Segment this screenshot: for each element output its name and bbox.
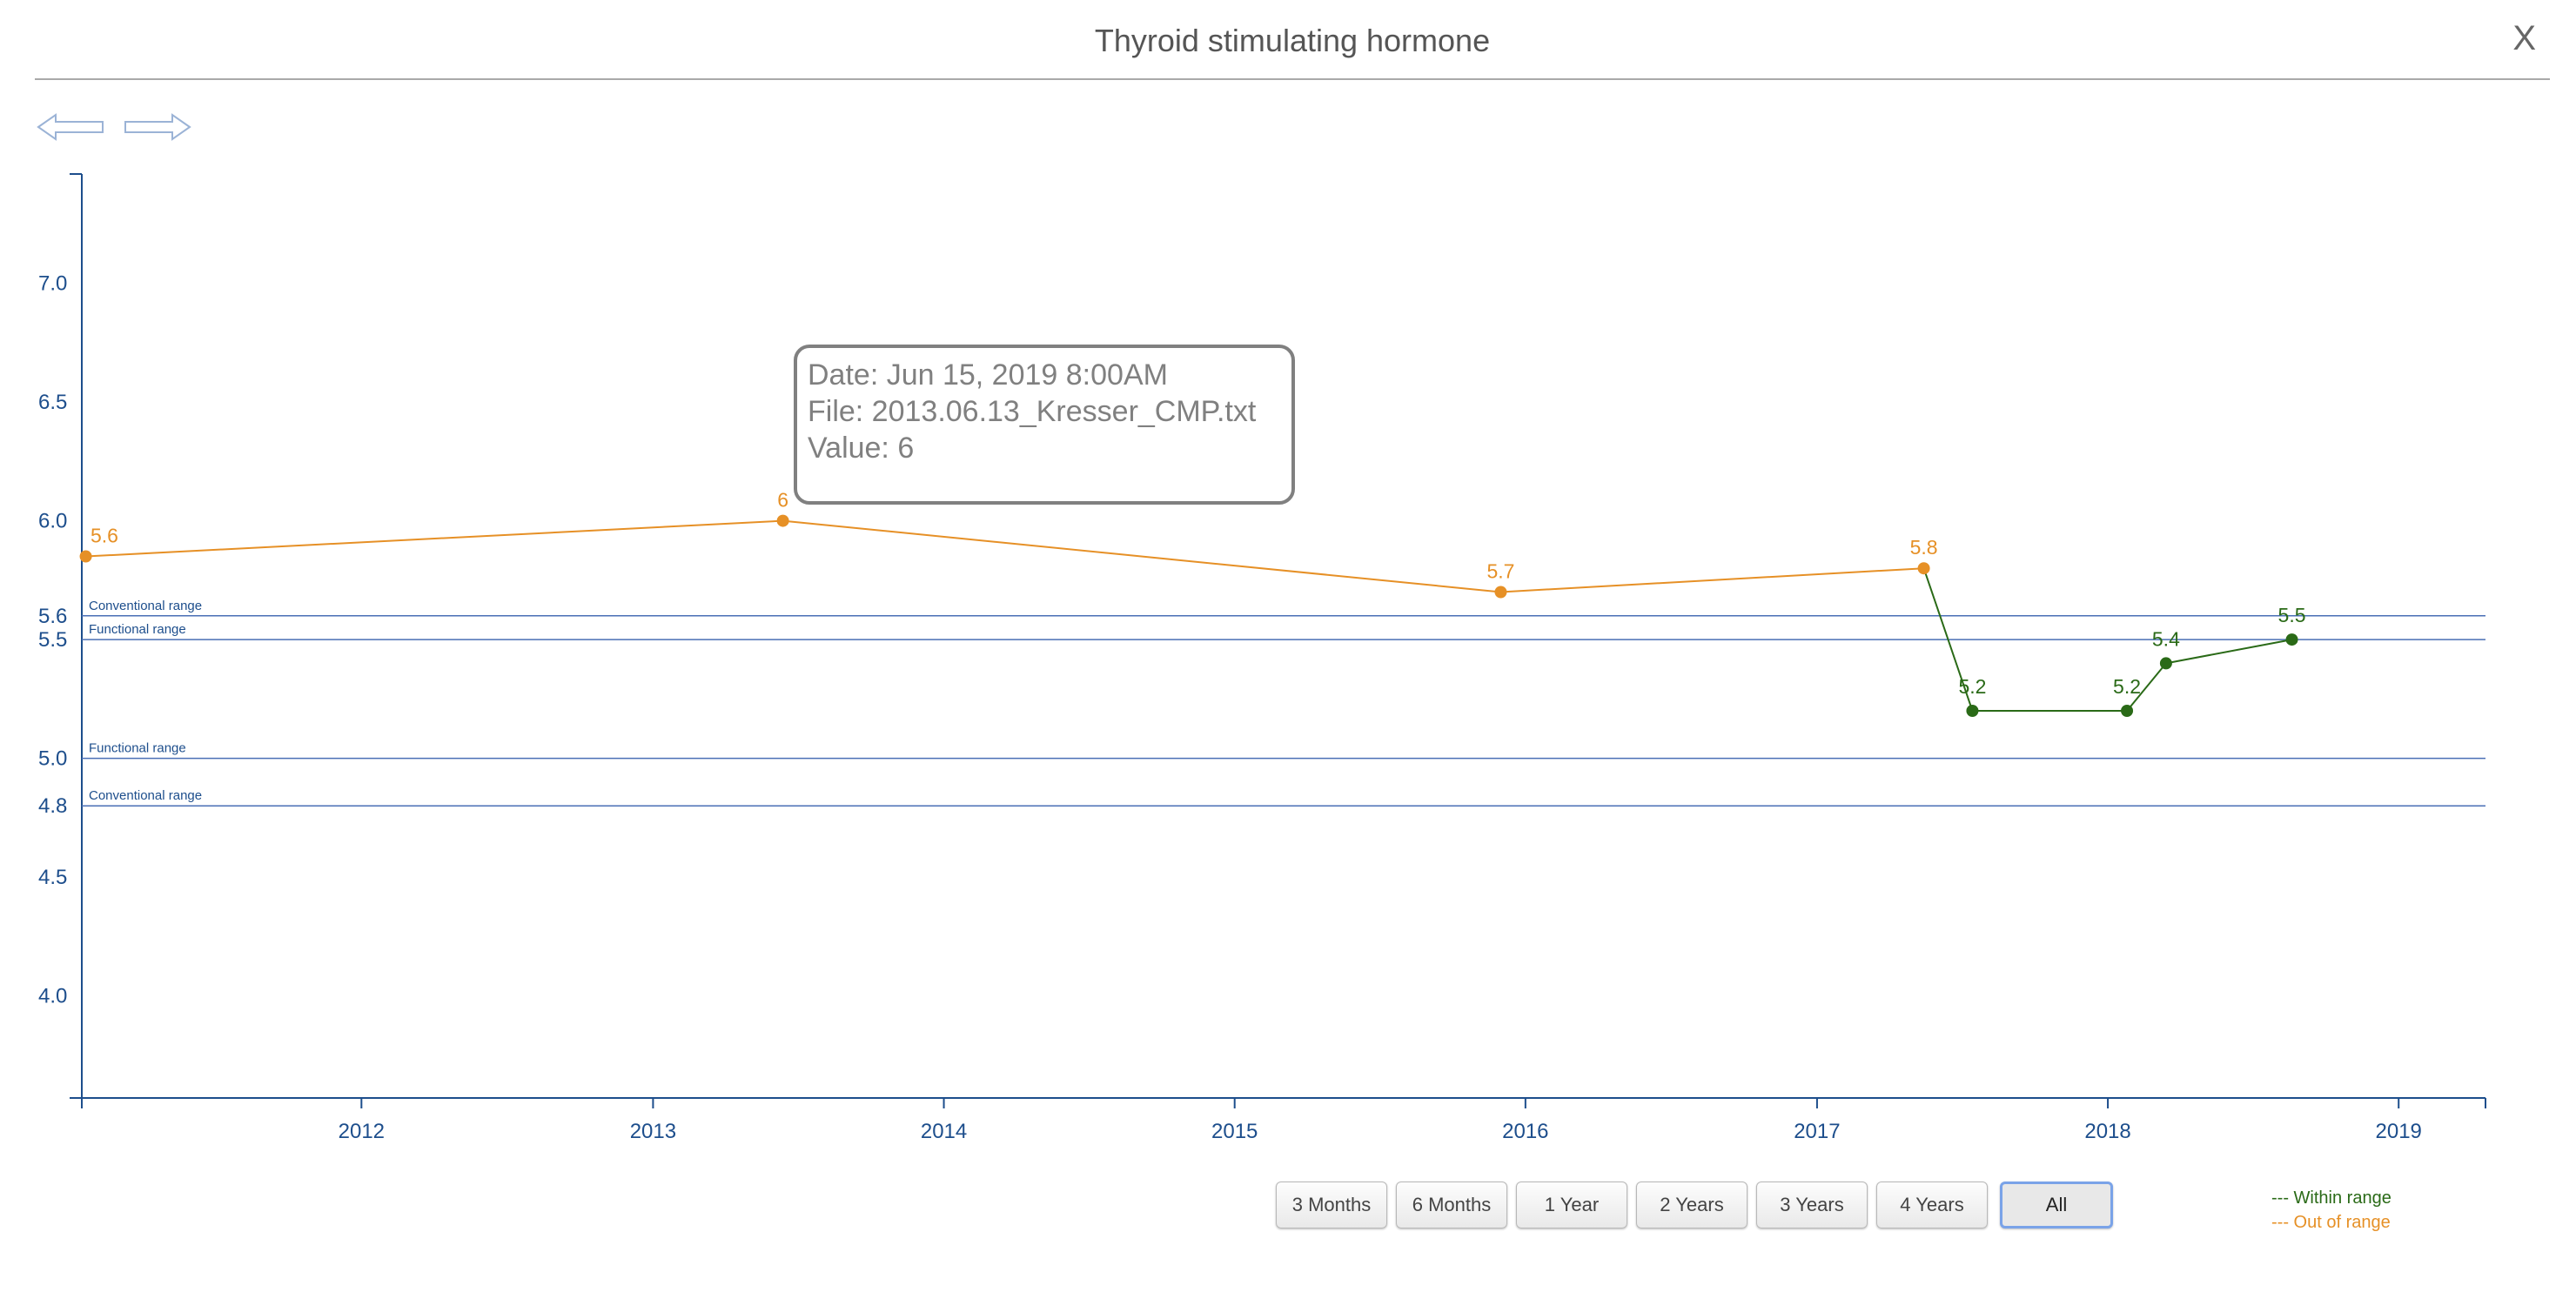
x-tick-label: 2016 (1502, 1120, 1548, 1143)
data-point (2121, 704, 2134, 717)
x-tick-label: 2013 (630, 1120, 676, 1143)
range-button-4-years[interactable]: 4 Years (1876, 1182, 1988, 1228)
series-line-segment (1500, 567, 1924, 593)
y-tick-label: 4.8 (38, 794, 67, 818)
series-line-segment (2126, 662, 2167, 712)
close-button[interactable]: X (2512, 19, 2536, 57)
header: Thyroid stimulating hormone X (35, 0, 2550, 80)
data-label: 6 (777, 489, 788, 512)
series-line-segment (1922, 567, 1974, 712)
data-label: 5.2 (2113, 675, 2141, 698)
right-arrow-icon[interactable] (122, 111, 191, 143)
left-arrow-icon[interactable] (37, 111, 106, 143)
range-button-3-months[interactable]: 3 Months (1276, 1182, 1387, 1228)
legend: --- Within range --- Out of range (2271, 1186, 2392, 1235)
y-tick-label: 7.0 (38, 272, 67, 296)
y-tick-label: 5.6 (38, 605, 67, 628)
data-label: 5.2 (1958, 675, 1986, 698)
tooltip-date: Date: Jun 15, 2019 8:00AM (808, 358, 1168, 392)
data-point (1966, 704, 1979, 717)
y-tick-label: 6.0 (38, 510, 67, 533)
data-tooltip: Date: Jun 15, 2019 8:00AM File: 2013.06.… (794, 345, 1295, 505)
legend-within-range: --- Within range (2271, 1188, 2392, 1208)
page-title: Thyroid stimulating hormone (1094, 23, 1491, 58)
series-line-segment (782, 519, 1501, 593)
range-button-6-months[interactable]: 6 Months (1396, 1182, 1507, 1228)
data-point (2159, 657, 2172, 670)
data-point (79, 550, 92, 563)
x-tick-label: 2018 (2084, 1120, 2130, 1143)
y-tick-label: 4.0 (38, 985, 67, 1008)
y-tick-label: 5.0 (38, 747, 67, 771)
x-tick-label: 2017 (1794, 1120, 1840, 1143)
data-label: 5.8 (1910, 536, 1938, 559)
data-point (2285, 633, 2298, 646)
y-tick-label: 6.5 (38, 391, 67, 414)
range-button-all[interactable]: All (2000, 1182, 2113, 1228)
series-line-segment (85, 519, 783, 558)
legend-out-of-range: --- Out of range (2271, 1213, 2391, 1232)
reference-line-label: Functional range (89, 741, 186, 756)
tooltip-file: File: 2013.06.13_Kresser_CMP.txt (808, 395, 1257, 428)
data-label: 5.5 (2278, 604, 2306, 626)
tooltip-value: Value: 6 (808, 432, 915, 465)
data-point (776, 514, 789, 527)
reference-line-label: Conventional range (89, 788, 202, 803)
data-label: 5.4 (2152, 627, 2180, 650)
x-tick-label: 2014 (921, 1120, 967, 1143)
data-point (1917, 562, 1930, 575)
x-tick-label: 2012 (339, 1120, 385, 1143)
y-tick-label: 4.5 (38, 866, 67, 889)
range-button-3-years[interactable]: 3 Years (1756, 1182, 1868, 1228)
data-point (1494, 586, 1507, 599)
y-tick-label: 5.5 (38, 628, 67, 652)
reference-line-label: Functional range (89, 622, 186, 637)
x-tick-label: 2019 (2376, 1120, 2422, 1143)
data-label: 5.7 (1486, 559, 1514, 582)
range-button-2-years[interactable]: 2 Years (1636, 1182, 1748, 1228)
data-label: 5.6 (91, 525, 118, 547)
series-line-segment (2165, 639, 2292, 665)
x-tick-label: 2015 (1211, 1120, 1258, 1143)
reference-line-label: Conventional range (89, 599, 202, 613)
range-button-1-year[interactable]: 1 Year (1516, 1182, 1627, 1228)
